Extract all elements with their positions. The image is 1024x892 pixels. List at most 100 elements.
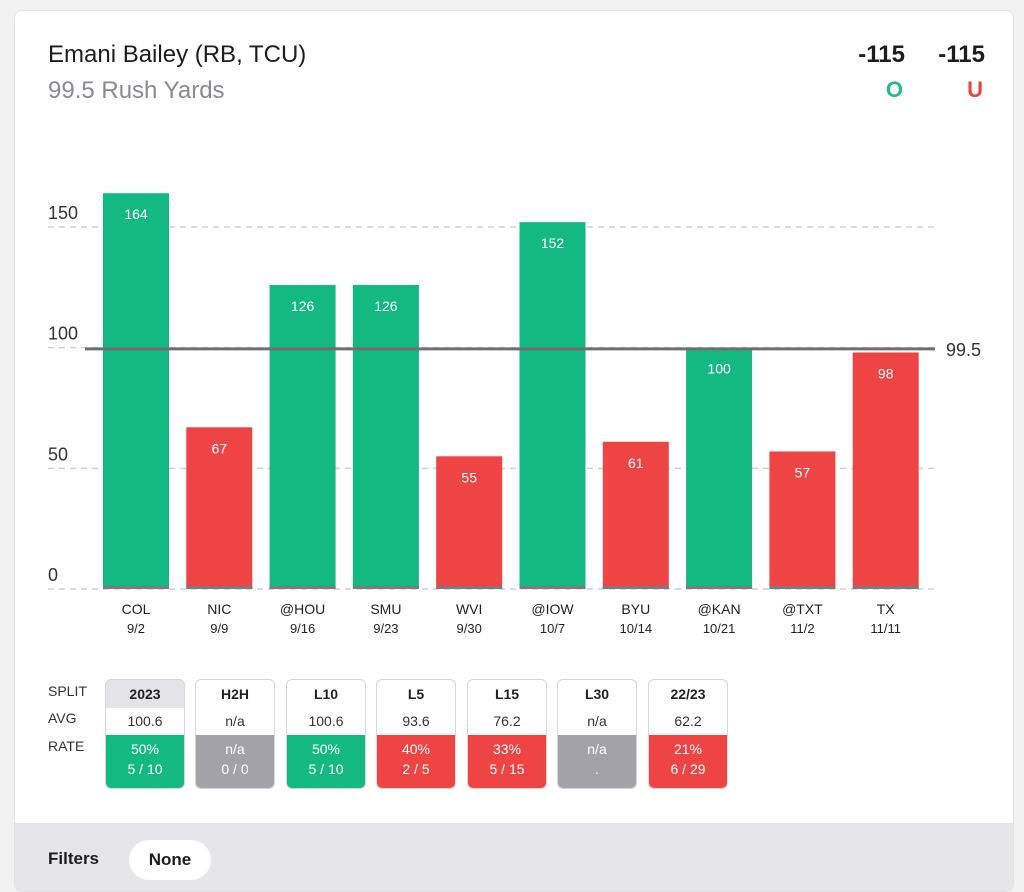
x-date-label: 9/23 [373, 621, 398, 636]
x-tick-label: TX [877, 601, 896, 617]
bar-value-label: 126 [374, 298, 398, 314]
under-odds[interactable]: -115 [938, 41, 985, 68]
bar-base [269, 586, 336, 589]
filters-pill[interactable]: None [129, 840, 211, 880]
bar [602, 441, 669, 589]
x-tick-label: NIC [207, 601, 231, 617]
split-rate-pct: 21% [673, 741, 703, 757]
y-tick-label: 150 [48, 203, 78, 223]
split-rate: n/a 0 / 0 [196, 735, 274, 788]
bar [269, 284, 336, 589]
prop-line-label: 99.5 [946, 340, 981, 360]
y-tick-label: 0 [48, 565, 58, 585]
x-date-label: 10/14 [620, 621, 653, 636]
bar [186, 427, 253, 589]
x-date-label: 9/16 [290, 621, 315, 636]
split-rate-frac: . [595, 761, 599, 777]
x-date-label: 10/7 [540, 621, 565, 636]
bar-base [519, 586, 586, 589]
x-date-label: 10/21 [703, 621, 736, 636]
split-label: L5 [407, 686, 425, 702]
bar-value-label: 61 [628, 455, 644, 471]
split-label: 2023 [106, 680, 184, 708]
split-l15[interactable]: L15 76.2 33% 5 / 15 [467, 679, 547, 789]
bar-value-label: 67 [212, 440, 228, 456]
y-tick-label: 50 [48, 444, 68, 464]
under-label[interactable]: U [967, 77, 983, 102]
x-tick-label: @TXT [782, 601, 823, 617]
filters-bar: Filters None [15, 823, 1013, 891]
split-avg: 62.2 [674, 713, 702, 729]
bar-base [436, 586, 503, 589]
splits-table: SPLIT AVG RATE 2023 100.6 50% 5 / 10 H2H n/a n… [15, 679, 1013, 789]
x-tick-label: @HOU [280, 601, 325, 617]
split-label: L10 [313, 686, 339, 702]
split-h2h[interactable]: H2H n/a n/a 0 / 0 [195, 679, 275, 789]
split-label: H2H [220, 686, 249, 702]
split-l10[interactable]: L10 100.6 50% 5 / 10 [286, 679, 366, 789]
split-rate-pct: 40% [401, 741, 431, 757]
x-tick-label: BYU [621, 601, 650, 617]
split-rate-frac: 0 / 0 [221, 761, 249, 777]
bar-value-label: 98 [878, 365, 894, 381]
split-l5[interactable]: L5 93.6 40% 2 / 5 [376, 679, 456, 789]
split-label: L15 [494, 686, 520, 702]
split-avg: 100.6 [308, 713, 344, 729]
bar-chart: 0 50 100 150 164 COL 9/2 67 NIC 9/9 126 @HOU 9/16 126… [48, 193, 981, 636]
split-rate: 40% 2 / 5 [377, 735, 455, 788]
filters-label: Filters [48, 849, 100, 868]
bar [852, 352, 919, 589]
split-rate-pct: 50% [130, 741, 160, 757]
bar-base [352, 586, 419, 589]
over-label[interactable]: O [885, 77, 903, 102]
prop-line: 99.5 Rush Yards [48, 77, 225, 104]
split-avg: 93.6 [402, 713, 430, 729]
split-rate-pct: 33% [492, 741, 522, 757]
split-rate-frac: 5 / 10 [308, 761, 344, 777]
split-22-23[interactable]: 22/23 62.2 21% 6 / 29 [648, 679, 728, 789]
split-avg: 76.2 [493, 713, 521, 729]
bar-value-label: 100 [707, 361, 731, 377]
bar-base [852, 586, 919, 589]
split-row-label: SPLIT [48, 683, 87, 699]
bar [686, 347, 753, 589]
bar-base [103, 586, 169, 589]
split-label: L30 [584, 686, 610, 702]
bar [769, 451, 836, 589]
bar-base [769, 586, 836, 589]
bar-base [686, 586, 753, 589]
over-odds[interactable]: -115 [858, 41, 905, 68]
split-rate: 21% 6 / 29 [649, 735, 727, 788]
split-avg: 100.6 [127, 713, 163, 729]
x-date-label: 11/11 [870, 621, 901, 636]
bar-value-label: 152 [541, 235, 565, 251]
bar [436, 456, 503, 589]
split-rate-frac: 6 / 29 [670, 761, 706, 777]
split-label: 22/23 [670, 686, 706, 702]
x-date-label: 9/9 [210, 621, 228, 636]
bar [519, 222, 586, 589]
bar-value-label: 126 [291, 298, 315, 314]
bar [352, 284, 419, 589]
bar-value-label: 55 [461, 469, 477, 485]
y-tick-label: 100 [48, 324, 78, 344]
x-date-label: 11/2 [790, 621, 814, 636]
split-rate-pct: n/a [587, 741, 607, 757]
split-l30[interactable]: L30 n/a n/a. [557, 679, 637, 789]
player-name: Emani Bailey (RB, TCU) [48, 41, 307, 68]
split-rate: 50% 5 / 10 [287, 735, 365, 788]
x-tick-label: @IOW [531, 601, 574, 617]
x-tick-label: WVI [456, 601, 482, 617]
split-rate: n/a. [558, 735, 636, 788]
x-tick-label: @KAN [698, 601, 741, 617]
split-rate-frac: 5 / 10 [127, 761, 163, 777]
x-date-label: 9/2 [127, 621, 145, 636]
avg-row-label: AVG [48, 710, 77, 726]
prop-card: Emani Bailey (RB, TCU) 99.5 Rush Yards -… [14, 10, 1014, 892]
split-rate: 33% 5 / 15 [468, 735, 546, 788]
bar-value-label: 57 [795, 464, 811, 480]
bar-base [602, 586, 669, 589]
split-2023[interactable]: 2023 100.6 50% 5 / 10 [105, 679, 185, 789]
split-rate-frac: 2 / 5 [402, 761, 430, 777]
split-avg: n/a [587, 713, 607, 729]
